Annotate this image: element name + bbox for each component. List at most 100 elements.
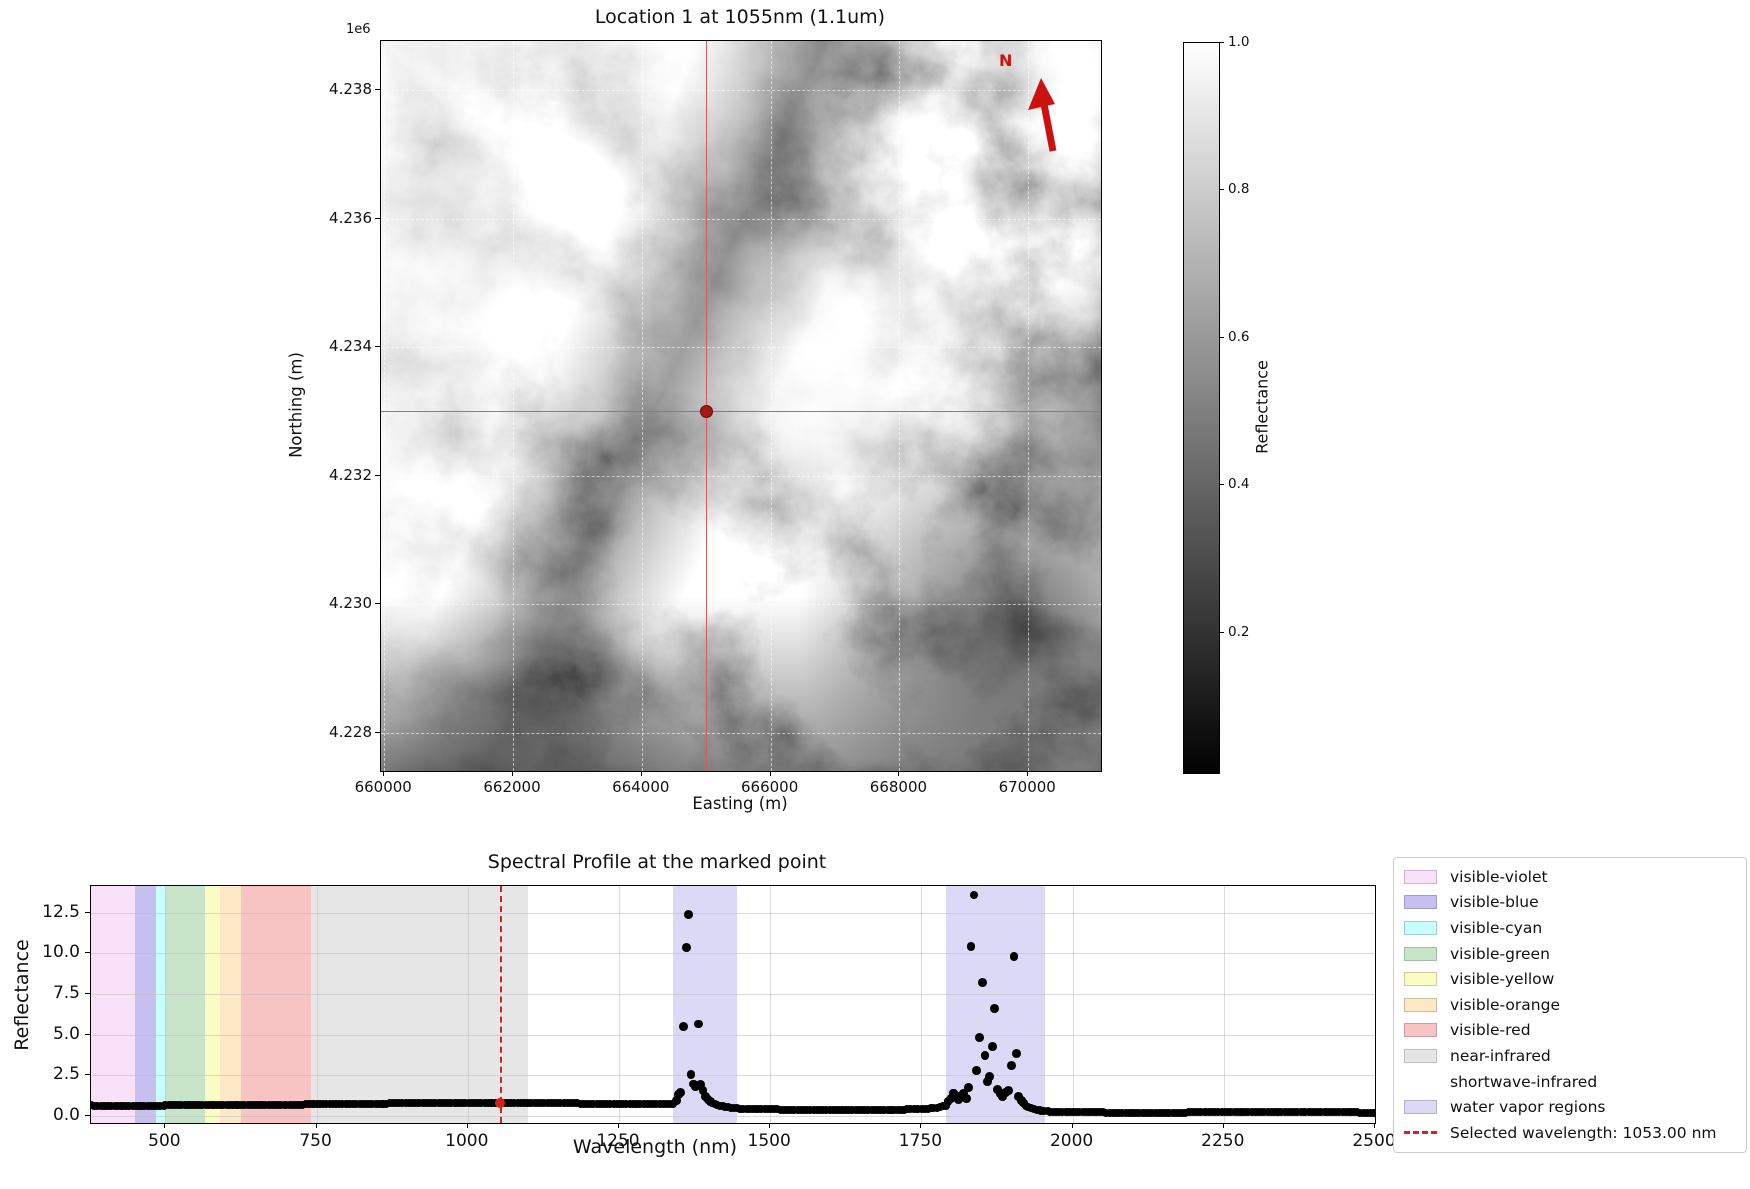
map-xtick-label: 666000 [740,778,799,796]
legend-item-label: visible-red [1450,1021,1531,1040]
colorbar-tick-mark [1219,484,1224,486]
map-title: Location 1 at 1055nm (1.1um) [594,6,886,28]
map-xtick-label: 664000 [612,778,670,796]
map-gridline-horizontal [381,475,1101,477]
spectral-gridline-horizontal [91,1115,1375,1117]
spectral-gridline-vertical [770,886,772,1123]
spectral-gridline-vertical [1223,886,1225,1123]
spectral-gridline-horizontal [91,1034,1375,1036]
spectral-xtick-label: 500 [148,1131,181,1151]
map-ytick-label: 4.238 [329,79,372,98]
legend-color-swatch [1404,972,1437,987]
legend-item-label: Selected wavelength: 1053.00 nm [1450,1123,1717,1142]
band-visible-violet [91,886,136,1123]
spectrum-point [1007,1060,1016,1070]
spectral-ytick-label: 12.5 [42,901,80,922]
map-plot-area[interactable]: N [380,40,1102,772]
spectrum-point [691,1082,701,1091]
spectrum-point [964,1082,973,1092]
spectral-xtick-label: 1000 [445,1131,489,1151]
spectral-ytick-label: 2.5 [52,1064,80,1085]
spectral-gridline-horizontal [91,912,1375,914]
map-gridline-horizontal [381,347,1101,349]
map-gridline-vertical [513,41,515,771]
spectral-gridline-vertical [1072,886,1074,1123]
colorbar-tick-mark [1219,42,1224,43]
legend-color-swatch [1404,1074,1437,1089]
spectral-legend: visible-violet visible-blue visible-cyan vi… [1393,857,1747,1153]
map-gridline-vertical [770,41,772,771]
legend-color-swatch [1404,869,1437,884]
legend-item-label: near-infrared [1450,1046,1551,1065]
map-yaxis-label: Northing (m) [286,352,306,458]
legend-item-label: shortwave-infrared [1450,1072,1598,1091]
map-xtick-mark [769,771,771,776]
map-ytick-mark [375,217,380,219]
band-water-vapor-region [673,886,737,1123]
spectral-xtick-label: 2000 [1049,1131,1094,1151]
map-xtick-mark [640,771,642,776]
band-visible-yellow [204,886,220,1123]
spectrum-point [990,1004,999,1013]
spectral-xtick-mark [920,1123,922,1128]
spectral-ytick-mark [85,1074,90,1076]
legend-item-label: visible-yellow [1450,970,1555,989]
legend-item-label: visible-green [1450,944,1550,963]
spectral-xtick-label: 1750 [898,1131,943,1151]
map-gridline-vertical [641,41,643,771]
marked-point [699,404,713,418]
band-visible-red [240,886,311,1123]
spectral-xtick-label: 750 [299,1131,332,1151]
colorbar-tick-label: 0.2 [1228,623,1250,640]
colorbar-tick-mark [1219,189,1224,191]
axis-offset-label: 1e6 [346,22,371,37]
spectrum-point [1004,1086,1013,1095]
spectrum-point [686,1069,696,1079]
spectral-gridline-horizontal [91,993,1375,995]
spectral-plot-area[interactable] [90,885,1376,1124]
spectrum-point [1011,1048,1021,1058]
legend-color-swatch [1404,946,1437,961]
spectrum-point [959,1089,969,1099]
spectral-xtick-mark [1071,1123,1073,1128]
spectral-xtick-label: 1500 [747,1131,791,1151]
legend-item-label: water vapor regions [1450,1098,1606,1117]
colorbar [1183,42,1220,774]
spectrum-point [1021,1101,1031,1111]
spectral-xaxis-label: Wavelength (nm) [572,1136,738,1158]
colorbar-tick-label: 0.6 [1228,328,1250,345]
spectrum-point [1009,952,1019,961]
map-gridline-vertical [384,41,386,771]
spectrum-point [982,1077,992,1086]
map-gridline-horizontal [381,89,1101,91]
legend-color-swatch [1404,997,1437,1012]
map-xtick-label: 668000 [869,778,928,796]
spectrum-point [966,942,976,952]
legend-item-5: visible-orange [1394,992,1746,1018]
spectrum-point [696,1080,706,1090]
colorbar-label: Reflectance [1252,360,1272,454]
spectral-gridline-horizontal [91,953,1375,955]
spectral-xtick-label: 2250 [1201,1131,1245,1151]
map-gridline-horizontal [381,218,1101,220]
spectral-gridline-vertical [921,886,923,1123]
spectrum-point [1371,1108,1375,1117]
spectral-xtick-mark [315,1123,317,1128]
spectral-xtick-mark [1222,1123,1224,1128]
colorbar-tick-label: 1.0 [1228,34,1250,50]
map-gridline-horizontal [381,604,1101,606]
north-arrow-icon [1028,78,1057,152]
spectral-ytick-label: 10.0 [42,942,80,963]
spectral-ytick-label: 0.0 [52,1104,80,1125]
legend-item-label: visible-orange [1450,995,1560,1014]
legend-item-4: visible-yellow [1394,966,1746,992]
spectrum-point [679,1022,689,1031]
spectral-gridline-vertical [316,886,318,1123]
spectrum-point [969,890,979,900]
spectrum-point [684,910,693,919]
spectral-ytick-mark [85,952,90,954]
spectrum-point [672,1095,681,1105]
legend-item-7: near-infrared [1394,1043,1746,1069]
spectral-gridline-vertical [467,886,469,1123]
crosshair-horizontal-line [381,411,1101,413]
